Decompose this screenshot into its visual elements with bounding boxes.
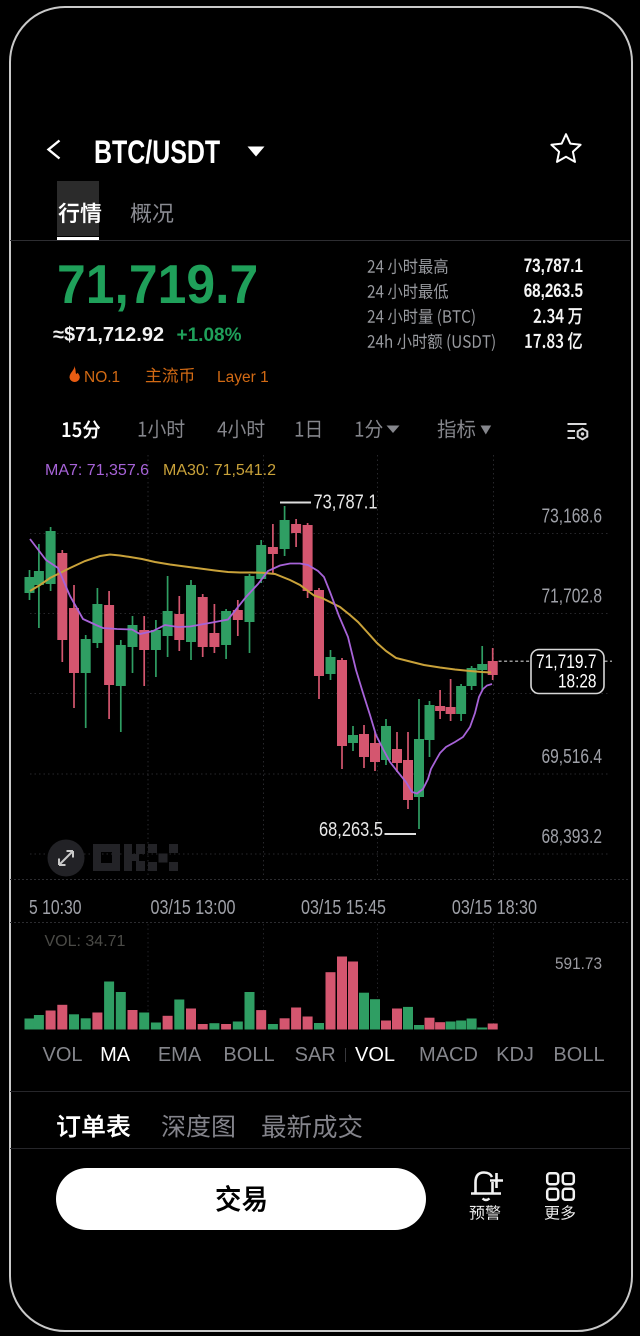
svg-text:71,719.7: 71,719.7 xyxy=(536,651,597,673)
svg-text:71,702.8: 71,702.8 xyxy=(542,586,603,608)
svg-text:68,263.5: 68,263.5 xyxy=(319,819,383,841)
svg-text:03/15 18:30: 03/15 18:30 xyxy=(452,897,537,919)
svg-text:591.73: 591.73 xyxy=(555,954,602,973)
svg-text:18:28: 18:28 xyxy=(558,671,597,693)
svg-text:VOL: 34.71: VOL: 34.71 xyxy=(45,933,126,950)
svg-text:69,516.4: 69,516.4 xyxy=(542,746,603,768)
svg-text:03/15 15:45: 03/15 15:45 xyxy=(301,897,386,919)
svg-text:73,787.1: 73,787.1 xyxy=(314,492,378,514)
svg-text:73,168.6: 73,168.6 xyxy=(542,506,603,528)
svg-text:68,393.2: 68,393.2 xyxy=(542,826,603,848)
svg-text:5 10:30: 5 10:30 xyxy=(29,897,82,919)
svg-text:03/15 13:00: 03/15 13:00 xyxy=(151,897,236,919)
